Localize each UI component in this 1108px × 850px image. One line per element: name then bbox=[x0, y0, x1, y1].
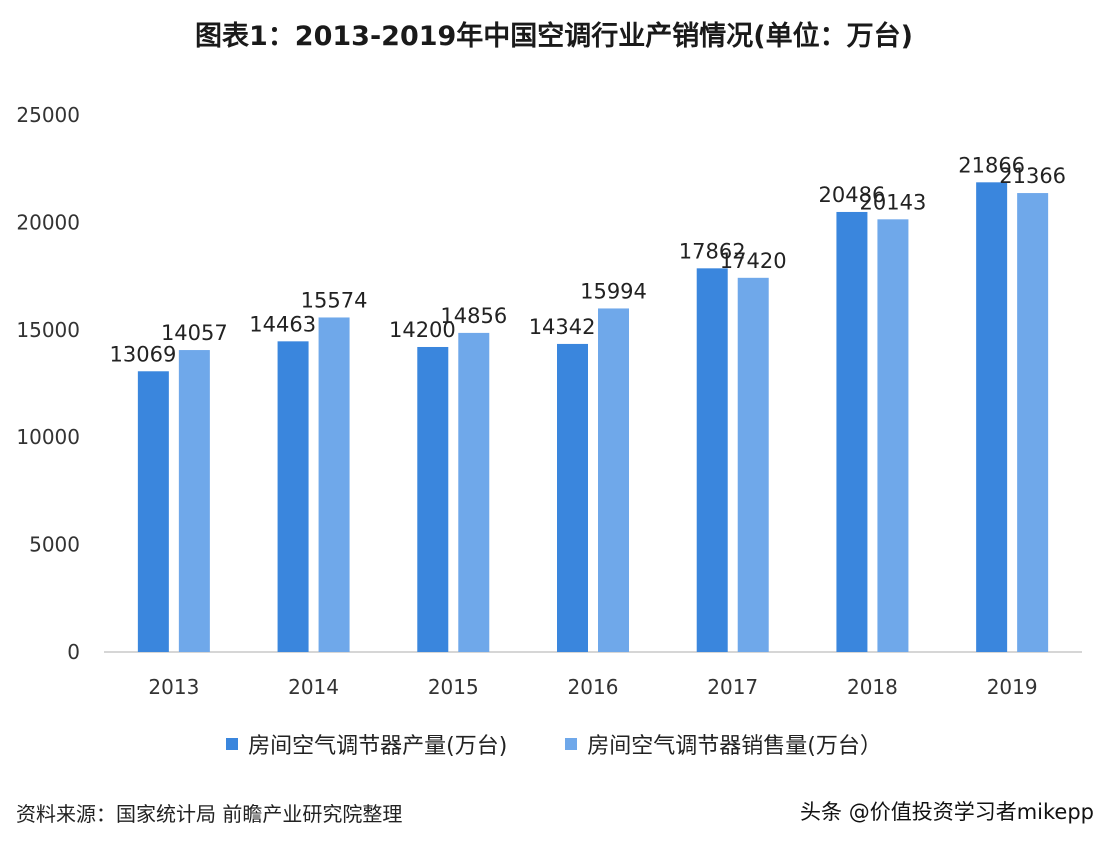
data-label: 15994 bbox=[580, 279, 647, 303]
x-tick-label: 2018 bbox=[847, 675, 898, 699]
data-label: 15574 bbox=[301, 288, 368, 312]
bar bbox=[877, 219, 909, 652]
x-tick-label: 2014 bbox=[288, 675, 339, 699]
x-tick-label: 2015 bbox=[428, 675, 479, 699]
legend-item-production: 房间空气调节器产量(万台) bbox=[226, 728, 507, 760]
y-tick-label: 15000 bbox=[16, 318, 80, 342]
bars bbox=[137, 182, 1049, 653]
legend-swatch-production bbox=[226, 738, 239, 750]
y-tick-label: 10000 bbox=[16, 425, 80, 449]
bar bbox=[737, 277, 769, 652]
legend-label-sales: 房间空气调节器销售量(万台） bbox=[587, 734, 882, 759]
bar bbox=[557, 343, 588, 652]
x-tick-label: 2019 bbox=[987, 675, 1038, 699]
legend-item-sales: 房间空气调节器销售量(万台） bbox=[565, 728, 882, 760]
data-label: 17420 bbox=[720, 249, 787, 273]
credit-watermark: 头条 @价值投资学习者mikepp bbox=[800, 800, 1094, 824]
y-axis-ticks: 0 5000 10000 15000 20000 25000 bbox=[16, 103, 80, 664]
bar bbox=[137, 371, 169, 652]
y-tick-label: 0 bbox=[67, 640, 80, 664]
data-label: 14200 bbox=[389, 318, 456, 342]
source-note: 资料来源：国家统计局 前瞻产业研究院整理 bbox=[16, 802, 403, 826]
x-tick-label: 2016 bbox=[568, 675, 619, 699]
bar bbox=[178, 350, 210, 652]
y-tick-label: 5000 bbox=[29, 533, 80, 557]
bar bbox=[976, 182, 1008, 653]
legend-swatch-sales bbox=[565, 738, 578, 750]
legend: 房间空气调节器产量(万台) 房间空气调节器销售量(万台） bbox=[0, 728, 1108, 760]
bar bbox=[417, 346, 449, 652]
data-label: 14057 bbox=[161, 321, 228, 345]
bar bbox=[1017, 193, 1049, 652]
data-label: 13069 bbox=[110, 342, 177, 366]
bar bbox=[696, 268, 728, 652]
data-label: 14463 bbox=[249, 312, 316, 336]
data-label: 14342 bbox=[529, 315, 596, 339]
data-label: 21866 bbox=[958, 153, 1025, 177]
data-label: 20486 bbox=[819, 183, 886, 207]
data-label: 20143 bbox=[860, 190, 927, 214]
bar bbox=[836, 211, 868, 652]
chart-title: 图表1：2013-2019年中国空调行业产销情况(单位：万台) bbox=[195, 21, 913, 52]
y-tick-label: 25000 bbox=[16, 103, 80, 127]
x-axis-ticks: 2013 2014 2015 2016 2017 2018 2019 bbox=[148, 675, 1037, 699]
data-label: 17862 bbox=[679, 239, 746, 263]
data-label: 14856 bbox=[440, 304, 507, 328]
bar bbox=[458, 332, 490, 652]
y-tick-label: 20000 bbox=[16, 210, 80, 234]
legend-label-production: 房间空气调节器产量(万台) bbox=[248, 734, 508, 759]
x-tick-label: 2017 bbox=[707, 675, 758, 699]
x-tick-label: 2013 bbox=[148, 675, 199, 699]
bar bbox=[598, 308, 629, 652]
bar bbox=[318, 317, 350, 652]
data-label: 21366 bbox=[999, 164, 1066, 188]
bar bbox=[277, 341, 309, 652]
